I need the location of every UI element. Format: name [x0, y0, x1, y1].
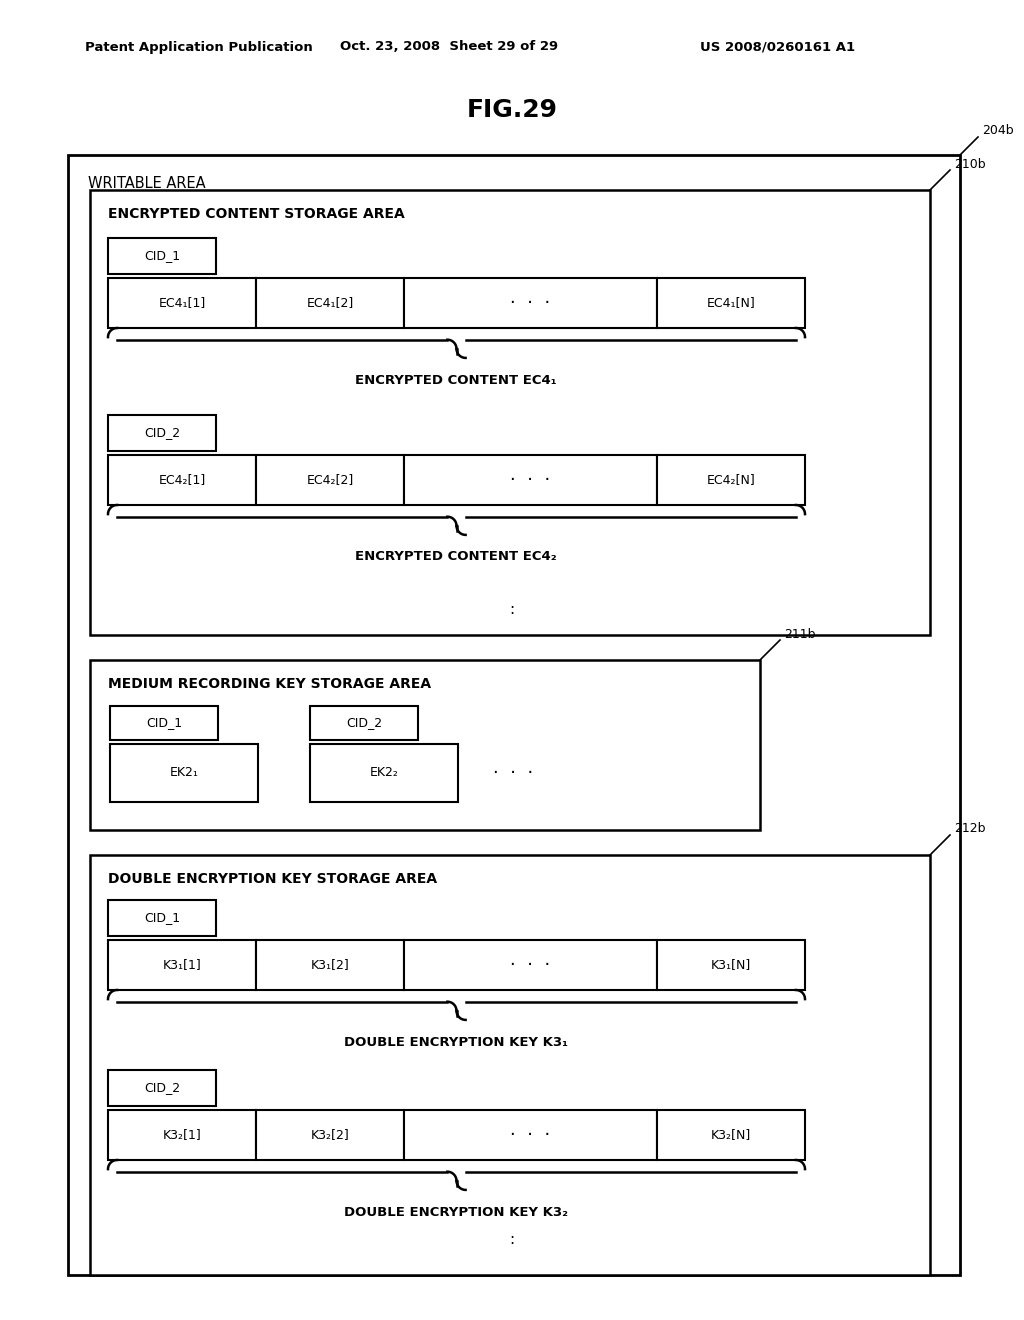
Text: EK2₂: EK2₂: [370, 767, 398, 780]
Text: :: :: [509, 1233, 515, 1247]
Text: CID_2: CID_2: [144, 1081, 180, 1094]
Text: K3₂[N]: K3₂[N]: [711, 1129, 752, 1142]
Text: EC4₁[1]: EC4₁[1]: [159, 297, 206, 309]
Text: K3₂[2]: K3₂[2]: [310, 1129, 349, 1142]
Text: DOUBLE ENCRYPTION KEY K3₂: DOUBLE ENCRYPTION KEY K3₂: [344, 1205, 568, 1218]
Bar: [108, 900, 216, 936]
Bar: [90, 190, 930, 635]
Bar: [404, 279, 657, 327]
Bar: [90, 855, 930, 1275]
Bar: [256, 1110, 404, 1160]
Bar: [657, 279, 805, 327]
Bar: [68, 154, 961, 1275]
Bar: [256, 279, 404, 327]
Text: FIG.29: FIG.29: [467, 98, 557, 121]
Text: ·  ·  ·: · · ·: [510, 956, 550, 974]
Text: CID_1: CID_1: [146, 717, 182, 730]
Bar: [108, 940, 256, 990]
Bar: [108, 238, 216, 275]
Text: :: :: [509, 602, 515, 618]
Text: DOUBLE ENCRYPTION KEY K3₁: DOUBLE ENCRYPTION KEY K3₁: [344, 1035, 568, 1048]
Text: MEDIUM RECORDING KEY STORAGE AREA: MEDIUM RECORDING KEY STORAGE AREA: [108, 677, 431, 690]
Text: 210b: 210b: [954, 157, 986, 170]
Text: EC4₂[N]: EC4₂[N]: [707, 474, 756, 487]
Text: CID_1: CID_1: [144, 912, 180, 924]
Text: US 2008/0260161 A1: US 2008/0260161 A1: [700, 41, 855, 54]
Bar: [108, 1071, 216, 1106]
Bar: [110, 744, 258, 803]
Text: ·  ·  ·: · · ·: [510, 294, 550, 312]
Text: K3₂[1]: K3₂[1]: [163, 1129, 202, 1142]
Text: EK2₁: EK2₁: [170, 767, 199, 780]
Bar: [657, 455, 805, 506]
Text: K3₁[1]: K3₁[1]: [163, 958, 202, 972]
Bar: [90, 660, 760, 830]
Text: ·  ·  ·: · · ·: [510, 471, 550, 488]
Bar: [404, 1110, 657, 1160]
Text: 212b: 212b: [954, 822, 985, 836]
Text: Patent Application Publication: Patent Application Publication: [85, 41, 312, 54]
Text: EC4₂[2]: EC4₂[2]: [306, 474, 353, 487]
Text: ENCRYPTED CONTENT STORAGE AREA: ENCRYPTED CONTENT STORAGE AREA: [108, 207, 404, 220]
Bar: [110, 706, 218, 741]
Text: WRITABLE AREA: WRITABLE AREA: [88, 176, 206, 190]
Text: ENCRYPTED CONTENT EC4₂: ENCRYPTED CONTENT EC4₂: [355, 550, 557, 564]
Text: 211b: 211b: [784, 627, 815, 640]
Text: CID_2: CID_2: [144, 426, 180, 440]
Bar: [256, 940, 404, 990]
Text: ENCRYPTED CONTENT EC4₁: ENCRYPTED CONTENT EC4₁: [355, 374, 557, 387]
Bar: [310, 744, 458, 803]
Bar: [108, 279, 256, 327]
Bar: [108, 455, 256, 506]
Text: DOUBLE ENCRYPTION KEY STORAGE AREA: DOUBLE ENCRYPTION KEY STORAGE AREA: [108, 873, 437, 886]
Text: K3₁[N]: K3₁[N]: [711, 958, 752, 972]
Text: EC4₁[N]: EC4₁[N]: [707, 297, 756, 309]
Bar: [657, 1110, 805, 1160]
Bar: [256, 455, 404, 506]
Bar: [108, 1110, 256, 1160]
Bar: [404, 455, 657, 506]
Text: 204b: 204b: [982, 124, 1014, 136]
Bar: [657, 940, 805, 990]
Bar: [404, 940, 657, 990]
Bar: [310, 706, 418, 741]
Text: ·  ·  ·: · · ·: [493, 764, 534, 781]
Text: Oct. 23, 2008  Sheet 29 of 29: Oct. 23, 2008 Sheet 29 of 29: [340, 41, 558, 54]
Text: ·  ·  ·: · · ·: [510, 1126, 550, 1144]
Text: K3₁[2]: K3₁[2]: [310, 958, 349, 972]
Text: CID_2: CID_2: [346, 717, 382, 730]
Bar: [108, 414, 216, 451]
Text: CID_1: CID_1: [144, 249, 180, 263]
Text: EC4₂[1]: EC4₂[1]: [159, 474, 206, 487]
Text: EC4₁[2]: EC4₁[2]: [306, 297, 353, 309]
